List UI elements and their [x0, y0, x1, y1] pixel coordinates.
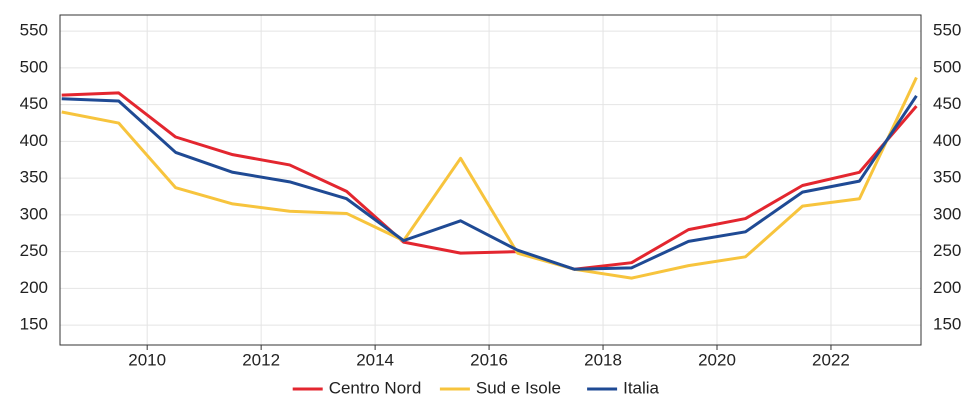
x-tick-label: 2018 [584, 350, 622, 369]
y-tick-label: 400 [20, 131, 48, 150]
y2-tick-label: 250 [933, 241, 961, 260]
y2-tick-label: 550 [933, 21, 961, 40]
y-tick-label: 150 [20, 315, 48, 334]
y-tick-label: 450 [20, 94, 48, 113]
x-tick-label: 2016 [470, 350, 508, 369]
x-tick-label: 2014 [356, 350, 394, 369]
series-line [61, 95, 918, 271]
y2-tick-label: 400 [933, 131, 961, 150]
y-tick-label: 300 [20, 204, 48, 223]
series-line [61, 91, 918, 271]
y-tick-label: 550 [20, 21, 48, 40]
x-tick-label: 2022 [812, 350, 850, 369]
x-tick-label: 2012 [242, 350, 280, 369]
legend-label: Centro Nord [329, 378, 422, 397]
x-tick-label: 2020 [698, 350, 736, 369]
y2-tick-label: 300 [933, 204, 961, 223]
y2-tick-label: 200 [933, 278, 961, 297]
series-line [61, 76, 918, 280]
y-tick-label: 500 [20, 57, 48, 76]
y2-tick-label: 500 [933, 57, 961, 76]
y-tick-label: 350 [20, 168, 48, 187]
legend-label: Italia [623, 378, 659, 397]
y2-tick-label: 450 [933, 94, 961, 113]
y2-tick-label: 350 [933, 168, 961, 187]
y2-tick-label: 150 [933, 315, 961, 334]
y-tick-label: 200 [20, 278, 48, 297]
x-tick-label: 2010 [128, 350, 166, 369]
legend-label: Sud e Isole [476, 378, 561, 397]
plot-frame [59, 14, 922, 346]
y-tick-label: 250 [20, 241, 48, 260]
